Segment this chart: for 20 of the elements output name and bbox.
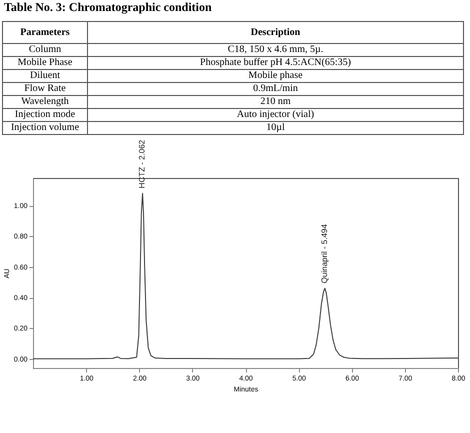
text: Diluent bbox=[2, 70, 88, 82]
text: Auto injector (vial) bbox=[88, 108, 464, 122]
text: Flow Rate bbox=[2, 82, 88, 96]
annotation: HCTZ - 2.062 bbox=[138, 139, 147, 188]
text: Parameters bbox=[2, 22, 88, 44]
text: 10µl bbox=[88, 122, 464, 134]
text: Mobile Phase bbox=[2, 56, 88, 70]
text: Injection volume bbox=[2, 122, 88, 134]
text: Phosphate buffer pH 4.5:ACN(65:35) bbox=[88, 56, 464, 70]
text: Column bbox=[2, 44, 88, 56]
text: 210 nm bbox=[88, 96, 464, 108]
line-series bbox=[33, 192, 458, 360]
text: Mobile phase bbox=[88, 70, 464, 82]
text: Table No. 3: Chromatographic condition bbox=[4, 0, 213, 15]
text: Description bbox=[88, 22, 464, 44]
text: C18, 150 x 4.6 mm, 5µ. bbox=[88, 44, 464, 56]
text: Wavelength bbox=[2, 96, 88, 108]
text: 0.9mL/min bbox=[88, 82, 464, 96]
annotation: Quinapril - 5.494 bbox=[320, 224, 329, 284]
text: Injection mode bbox=[2, 108, 88, 122]
